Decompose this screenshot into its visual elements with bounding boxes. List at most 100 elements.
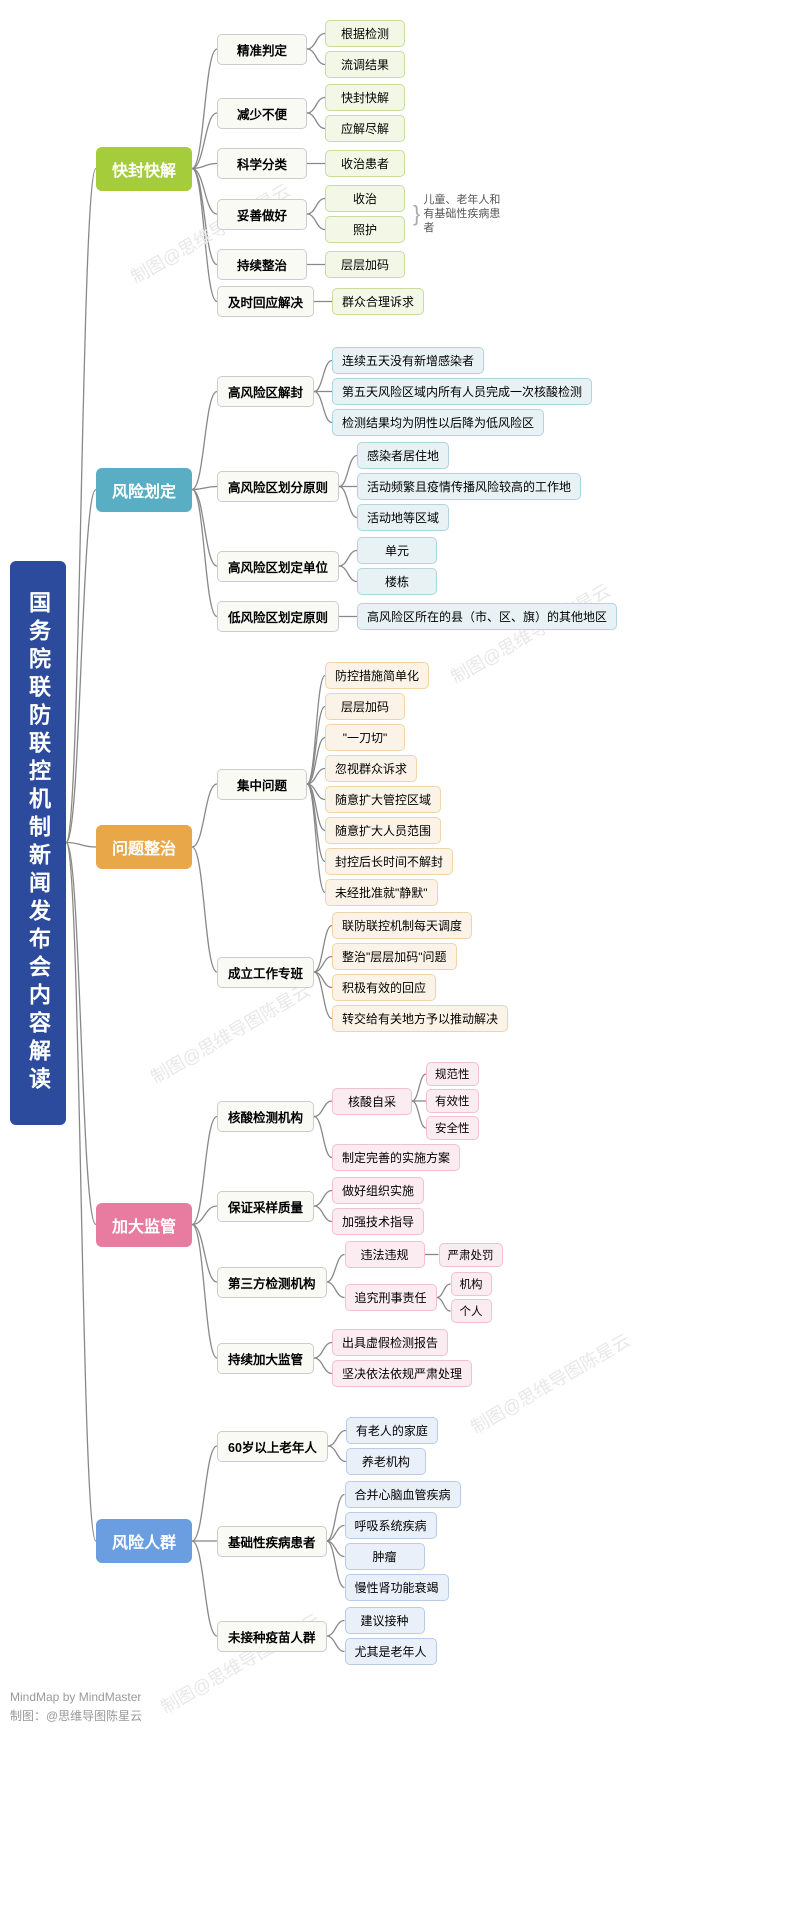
leaf-node: 流调结果 xyxy=(325,51,405,78)
leaf-node: 呼吸系统疾病 xyxy=(345,1512,437,1539)
footer: MindMap by MindMaster 制图：@思维导图陈星云 xyxy=(10,1690,790,1724)
sub-item: 减少不便快封快解应解尽解 xyxy=(217,84,503,142)
leaf-wrap: 建议接种 xyxy=(345,1607,437,1634)
leaf-node: 整治"层层加码"问题 xyxy=(332,943,457,970)
leaf-wrap: 呼吸系统疾病 xyxy=(345,1512,461,1539)
leaf-node: 根据检测 xyxy=(325,20,405,47)
leaf-wrap: 肿瘤 xyxy=(345,1543,461,1570)
footer-app: MindMap by MindMaster xyxy=(10,1690,790,1704)
sub-node: 60岁以上老年人 xyxy=(217,1431,328,1462)
leaf-sub-node: 个人 xyxy=(451,1299,492,1323)
branch-node: 快封快解 xyxy=(96,147,192,191)
sub-item: 60岁以上老年人有老人的家庭养老机构 xyxy=(217,1417,461,1475)
leaf-wrap: 制定完善的实施方案 xyxy=(332,1144,479,1171)
sub-node: 低风险区划定原则 xyxy=(217,601,339,632)
leaf-wrap: 照护 xyxy=(325,216,405,243)
leaf-node: 加强技术指导 xyxy=(332,1208,424,1235)
sub-item: 妥善做好收治照护}儿童、老年人和有基础性疾病患者 xyxy=(217,185,503,243)
sub-list: 集中问题防控措施简单化层层加码"一刀切"忽视群众诉求随意扩大管控区域随意扩大人员… xyxy=(217,662,508,1032)
leaf-list: 单元楼栋 xyxy=(357,537,437,595)
leaf-node: 防控措施简单化 xyxy=(325,662,429,689)
leaf-node: 合并心脑血管疾病 xyxy=(345,1481,461,1508)
sub-node: 基础性疾病患者 xyxy=(217,1526,327,1557)
branch-node: 风险划定 xyxy=(96,468,192,512)
leaf-sub-list: 严肃处罚 xyxy=(439,1243,503,1267)
sub-node: 高风险区划分原则 xyxy=(217,471,339,502)
sub-list: 60岁以上老年人有老人的家庭养老机构基础性疾病患者合并心脑血管疾病呼吸系统疾病肿… xyxy=(217,1417,461,1665)
leaf-wrap: 第五天风险区域内所有人员完成一次核酸检测 xyxy=(332,378,592,405)
leaf-list: 联防联控机制每天调度整治"层层加码"问题积极有效的回应转交给有关地方予以推动解决 xyxy=(332,912,508,1032)
branch: 快封快解精准判定根据检测流调结果减少不便快封快解应解尽解科学分类收治患者妥善做好… xyxy=(96,20,617,317)
leaf-wrap: 积极有效的回应 xyxy=(332,974,508,1001)
leaf-wrap: 违法违规严肃处罚 xyxy=(345,1241,503,1268)
leaf-wrap: 防控措施简单化 xyxy=(325,662,453,689)
branch-node: 问题整治 xyxy=(96,825,192,869)
leaf-wrap: 楼栋 xyxy=(357,568,437,595)
sub-item: 高风险区划分原则感染者居住地活动频繁且疫情传播风险较高的工作地活动地等区域 xyxy=(217,442,617,531)
leaf-wrap: 层层加码 xyxy=(325,251,405,278)
leaf-node: 层层加码 xyxy=(325,251,405,278)
footer-credit: 制图：@思维导图陈星云 xyxy=(10,1707,790,1724)
leaf-node: 层层加码 xyxy=(325,693,405,720)
leaf-sub-node: 有效性 xyxy=(426,1089,479,1113)
sub-node: 持续加大监管 xyxy=(217,1343,314,1374)
leaf-wrap: "一刀切" xyxy=(325,724,453,751)
leaf-wrap: 检测结果均为阴性以后降为低风险区 xyxy=(332,409,592,436)
leaf-node: 转交给有关地方予以推动解决 xyxy=(332,1005,508,1032)
leaf-wrap: 未经批准就"静默" xyxy=(325,879,453,906)
leaf-node: 尤其是老年人 xyxy=(345,1638,437,1665)
branch: 加大监管核酸检测机构核酸自采规范性有效性安全性制定完善的实施方案保证采样质量做好… xyxy=(96,1062,617,1387)
leaf-list: 高风险区所在的县（市、区、旗）的其他地区 xyxy=(357,603,617,630)
leaf-node: 积极有效的回应 xyxy=(332,974,436,1001)
leaf-node: 追究刑事责任 xyxy=(345,1284,437,1311)
leaf-wrap: 活动频繁且疫情传播风险较高的工作地 xyxy=(357,473,581,500)
sub-item: 持续加大监管出具虚假检测报告坚决依法依规严肃处理 xyxy=(217,1329,503,1387)
leaf-sub-node: 安全性 xyxy=(426,1116,479,1140)
leaf-list: 核酸自采规范性有效性安全性制定完善的实施方案 xyxy=(332,1062,479,1171)
leaf-wrap: 随意扩大管控区域 xyxy=(325,786,453,813)
sub-item: 及时回应解决群众合理诉求 xyxy=(217,286,503,317)
leaf-node: "一刀切" xyxy=(325,724,405,751)
branch: 问题整治集中问题防控措施简单化层层加码"一刀切"忽视群众诉求随意扩大管控区域随意… xyxy=(96,662,617,1032)
sub-list: 高风险区解封连续五天没有新增感染者第五天风险区域内所有人员完成一次核酸检测检测结… xyxy=(217,347,617,632)
branch-node: 风险人群 xyxy=(96,1519,192,1563)
sub-item: 低风险区划定原则高风险区所在的县（市、区、旗）的其他地区 xyxy=(217,601,617,632)
leaf-wrap: 层层加码 xyxy=(325,693,453,720)
leaf-wrap: 群众合理诉求 xyxy=(332,288,424,315)
leaf-node: 感染者居住地 xyxy=(357,442,449,469)
sub-node: 妥善做好 xyxy=(217,199,307,230)
leaf-sub-node: 机构 xyxy=(451,1272,492,1296)
leaf-list: 收治患者 xyxy=(325,150,405,177)
leaf-wrap: 收治 xyxy=(325,185,405,212)
sub-node: 保证采样质量 xyxy=(217,1191,314,1222)
sub-item: 科学分类收治患者 xyxy=(217,148,503,179)
leaf-list: 感染者居住地活动频繁且疫情传播风险较高的工作地活动地等区域 xyxy=(357,442,581,531)
branches-container: 快封快解精准判定根据检测流调结果减少不便快封快解应解尽解科学分类收治患者妥善做好… xyxy=(96,20,617,1665)
leaf-wrap: 应解尽解 xyxy=(325,115,405,142)
leaf-sub-node: 规范性 xyxy=(426,1062,479,1086)
leaf-wrap: 随意扩大人员范围 xyxy=(325,817,453,844)
sub-node: 精准判定 xyxy=(217,34,307,65)
leaf-node: 制定完善的实施方案 xyxy=(332,1144,460,1171)
leaf-node: 检测结果均为阴性以后降为低风险区 xyxy=(332,409,544,436)
leaf-node: 坚决依法依规严肃处理 xyxy=(332,1360,472,1387)
leaf-list: 收治照护 xyxy=(325,185,405,243)
leaf-node: 连续五天没有新增感染者 xyxy=(332,347,484,374)
branch-node: 加大监管 xyxy=(96,1203,192,1247)
branch: 风险人群 60岁以上老年人有老人的家庭养老机构基础性疾病患者合并心脑血管疾病呼吸系… xyxy=(96,1417,617,1665)
leaf-node: 随意扩大人员范围 xyxy=(325,817,441,844)
sub-item: 保证采样质量做好组织实施加强技术指导 xyxy=(217,1177,503,1235)
sub-item: 持续整治层层加码 xyxy=(217,249,503,280)
leaf-node: 违法违规 xyxy=(345,1241,425,1268)
leaf-wrap: 高风险区所在的县（市、区、旗）的其他地区 xyxy=(357,603,617,630)
leaf-list: 违法违规严肃处罚追究刑事责任机构个人 xyxy=(345,1241,503,1323)
leaf-node: 慢性肾功能衰竭 xyxy=(345,1574,449,1601)
leaf-node: 肿瘤 xyxy=(345,1543,425,1570)
leaf-wrap: 做好组织实施 xyxy=(332,1177,424,1204)
leaf-node: 有老人的家庭 xyxy=(346,1417,438,1444)
sub-list: 精准判定根据检测流调结果减少不便快封快解应解尽解科学分类收治患者妥善做好收治照护… xyxy=(217,20,503,317)
sub-item: 高风险区解封连续五天没有新增感染者第五天风险区域内所有人员完成一次核酸检测检测结… xyxy=(217,347,617,436)
branch: 风险划定高风险区解封连续五天没有新增感染者第五天风险区域内所有人员完成一次核酸检… xyxy=(96,347,617,632)
leaf-list: 有老人的家庭养老机构 xyxy=(346,1417,438,1475)
leaf-node: 活动频繁且疫情传播风险较高的工作地 xyxy=(357,473,581,500)
